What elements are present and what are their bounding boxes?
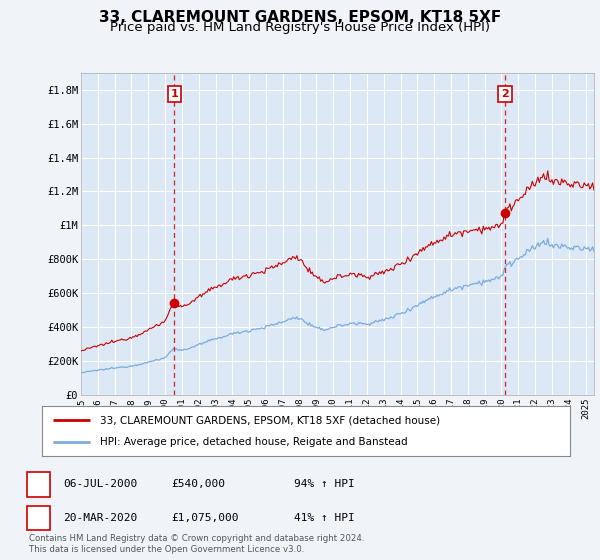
Text: 1: 1 (34, 478, 43, 491)
Text: This data is licensed under the Open Government Licence v3.0.: This data is licensed under the Open Gov… (29, 545, 304, 554)
Text: £1,075,000: £1,075,000 (171, 513, 238, 523)
Text: HPI: Average price, detached house, Reigate and Banstead: HPI: Average price, detached house, Reig… (100, 437, 408, 447)
Text: Price paid vs. HM Land Registry's House Price Index (HPI): Price paid vs. HM Land Registry's House … (110, 21, 490, 34)
Text: 41% ↑ HPI: 41% ↑ HPI (294, 513, 355, 523)
Text: 33, CLAREMOUNT GARDENS, EPSOM, KT18 5XF (detached house): 33, CLAREMOUNT GARDENS, EPSOM, KT18 5XF … (100, 415, 440, 425)
Text: £540,000: £540,000 (171, 479, 225, 489)
Text: 2: 2 (501, 88, 509, 99)
Text: 20-MAR-2020: 20-MAR-2020 (63, 513, 137, 523)
Text: 1: 1 (170, 88, 178, 99)
Text: 06-JUL-2000: 06-JUL-2000 (63, 479, 137, 489)
Text: Contains HM Land Registry data © Crown copyright and database right 2024.: Contains HM Land Registry data © Crown c… (29, 534, 364, 543)
Text: 33, CLAREMOUNT GARDENS, EPSOM, KT18 5XF: 33, CLAREMOUNT GARDENS, EPSOM, KT18 5XF (99, 10, 501, 25)
Text: 94% ↑ HPI: 94% ↑ HPI (294, 479, 355, 489)
Text: 2: 2 (34, 511, 43, 525)
